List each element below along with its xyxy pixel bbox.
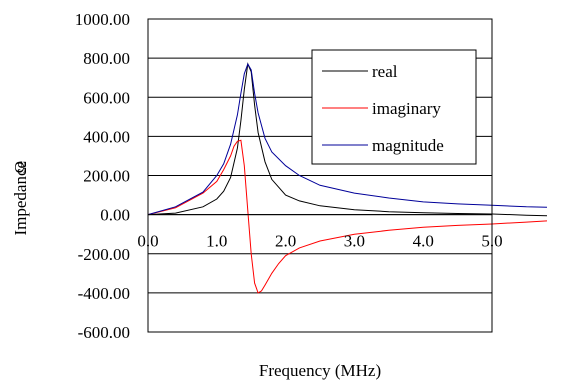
legend-label-real: real xyxy=(372,62,398,81)
x-tick-label: 5.0 xyxy=(481,232,502,251)
x-tick-labels: 0.0 1.0 2.0 3.0 4.0 5.0 xyxy=(137,232,502,251)
y-axis-title: Impedance xyxy=(11,161,30,236)
legend-label-magnitude: magnitude xyxy=(372,136,444,155)
series-line-imaginary xyxy=(147,139,548,294)
x-axis-title: Frequency (MHz) xyxy=(259,361,381,380)
legend-label-imaginary: imaginary xyxy=(372,99,441,118)
y-tick-label: -600.00 xyxy=(78,323,130,342)
y-tick-label: 400.00 xyxy=(83,127,130,146)
y-tick-label: 1000.00 xyxy=(75,10,130,29)
x-tick-label: 3.0 xyxy=(344,232,365,251)
y-tick-label: -400.00 xyxy=(78,284,130,303)
series-line-real xyxy=(147,62,548,217)
ohm-symbol: Ω xyxy=(11,161,30,174)
x-tick-label: 4.0 xyxy=(413,232,434,251)
series-lines xyxy=(147,62,548,294)
y-tick-label: 0.00 xyxy=(100,206,130,225)
x-tick-label: 1.0 xyxy=(206,232,227,251)
legend: real imaginary magnitude xyxy=(311,49,477,165)
y-tick-label: 800.00 xyxy=(83,49,130,68)
y-tick-label: -200.00 xyxy=(78,245,130,264)
y-tick-label: 200.00 xyxy=(83,167,130,186)
series-line-magnitude xyxy=(147,62,548,216)
x-tick-label: 2.0 xyxy=(275,232,296,251)
y-tick-labels: 1000.00 800.00 600.00 400.00 200.00 0.00 -200.… xyxy=(75,10,130,342)
y-tick-label: 600.00 xyxy=(83,88,130,107)
plot-frame xyxy=(147,18,493,333)
x-tick-label: 0.0 xyxy=(137,232,158,251)
